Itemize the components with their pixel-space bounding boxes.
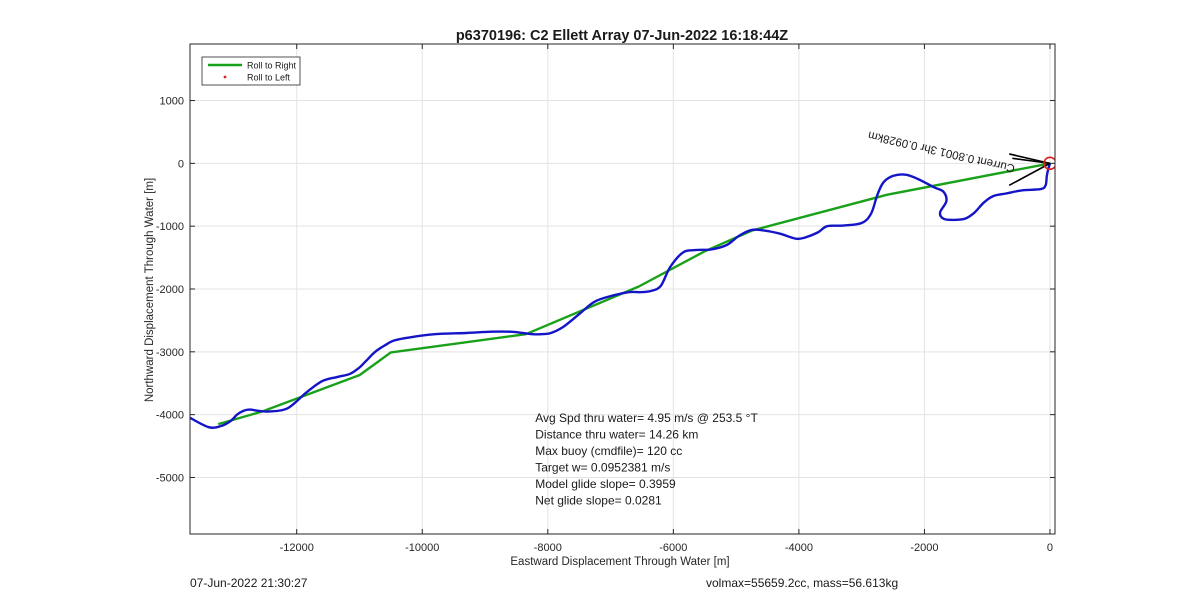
- legend: Roll to Right Roll to Left: [201, 56, 301, 86]
- ticks: -12000 -10000 -8000 -6000 -4000 -2000 0 1000 0 -1…: [156, 44, 1055, 554]
- y-tick-label: -3000: [156, 347, 184, 359]
- x-tick-label: -12000: [280, 542, 314, 554]
- x-tick-label: -6000: [659, 542, 687, 554]
- x-tick-label: 0: [1047, 542, 1053, 554]
- y-tick-label: -4000: [156, 410, 184, 422]
- y-tick-label: -1000: [156, 221, 184, 233]
- grid: [190, 44, 1055, 534]
- footer-timestamp: 07-Jun-2022 21:30:27: [190, 576, 308, 590]
- stats-line: Avg Spd thru water= 4.95 m/s @ 253.5 °T: [535, 411, 758, 425]
- series-glider-track-line: [190, 163, 1052, 429]
- y-axis-label: Northward Displacement Through Water [m]: [144, 178, 156, 402]
- origin-circle-marker: [1043, 156, 1055, 171]
- x-tick-label: -10000: [405, 542, 439, 554]
- y-tick-label: -5000: [156, 472, 184, 484]
- x-tick-label: -2000: [910, 542, 938, 554]
- footer-volmax-mass: volmax=55659.2cc, mass=56.613kg: [706, 576, 899, 590]
- legend-label: Roll to Right: [247, 61, 297, 71]
- stats-line: Net glide slope= 0.0281: [535, 494, 662, 508]
- current-arrow-line: [1008, 162, 1051, 187]
- legend-label: Roll to Left: [247, 73, 291, 83]
- y-tick-label: 0: [178, 158, 184, 170]
- x-axis-label: Eastward Displacement Through Water [m]: [510, 556, 729, 568]
- stats-line: Distance thru water= 14.26 km: [535, 428, 698, 442]
- stats-annotation: Avg Spd thru water= 4.95 m/s @ 253.5 °T D…: [535, 411, 758, 508]
- legend-dot-swatch: [223, 75, 227, 79]
- x-tick-label: -8000: [534, 542, 562, 554]
- stats-line: Target w= 0.0952381 m/s: [535, 461, 670, 475]
- y-tick-label: 1000: [160, 96, 184, 108]
- x-tick-label: -4000: [785, 542, 813, 554]
- stats-line: Max buoy (cmdfile)= 120 cc: [535, 444, 682, 458]
- y-tick-label: -2000: [156, 284, 184, 296]
- chart-title: p6370196: C2 Ellett Array 07-Jun-2022 16…: [456, 28, 788, 44]
- legend-box: [201, 56, 301, 86]
- stats-line: Model glide slope= 0.3959: [535, 477, 676, 491]
